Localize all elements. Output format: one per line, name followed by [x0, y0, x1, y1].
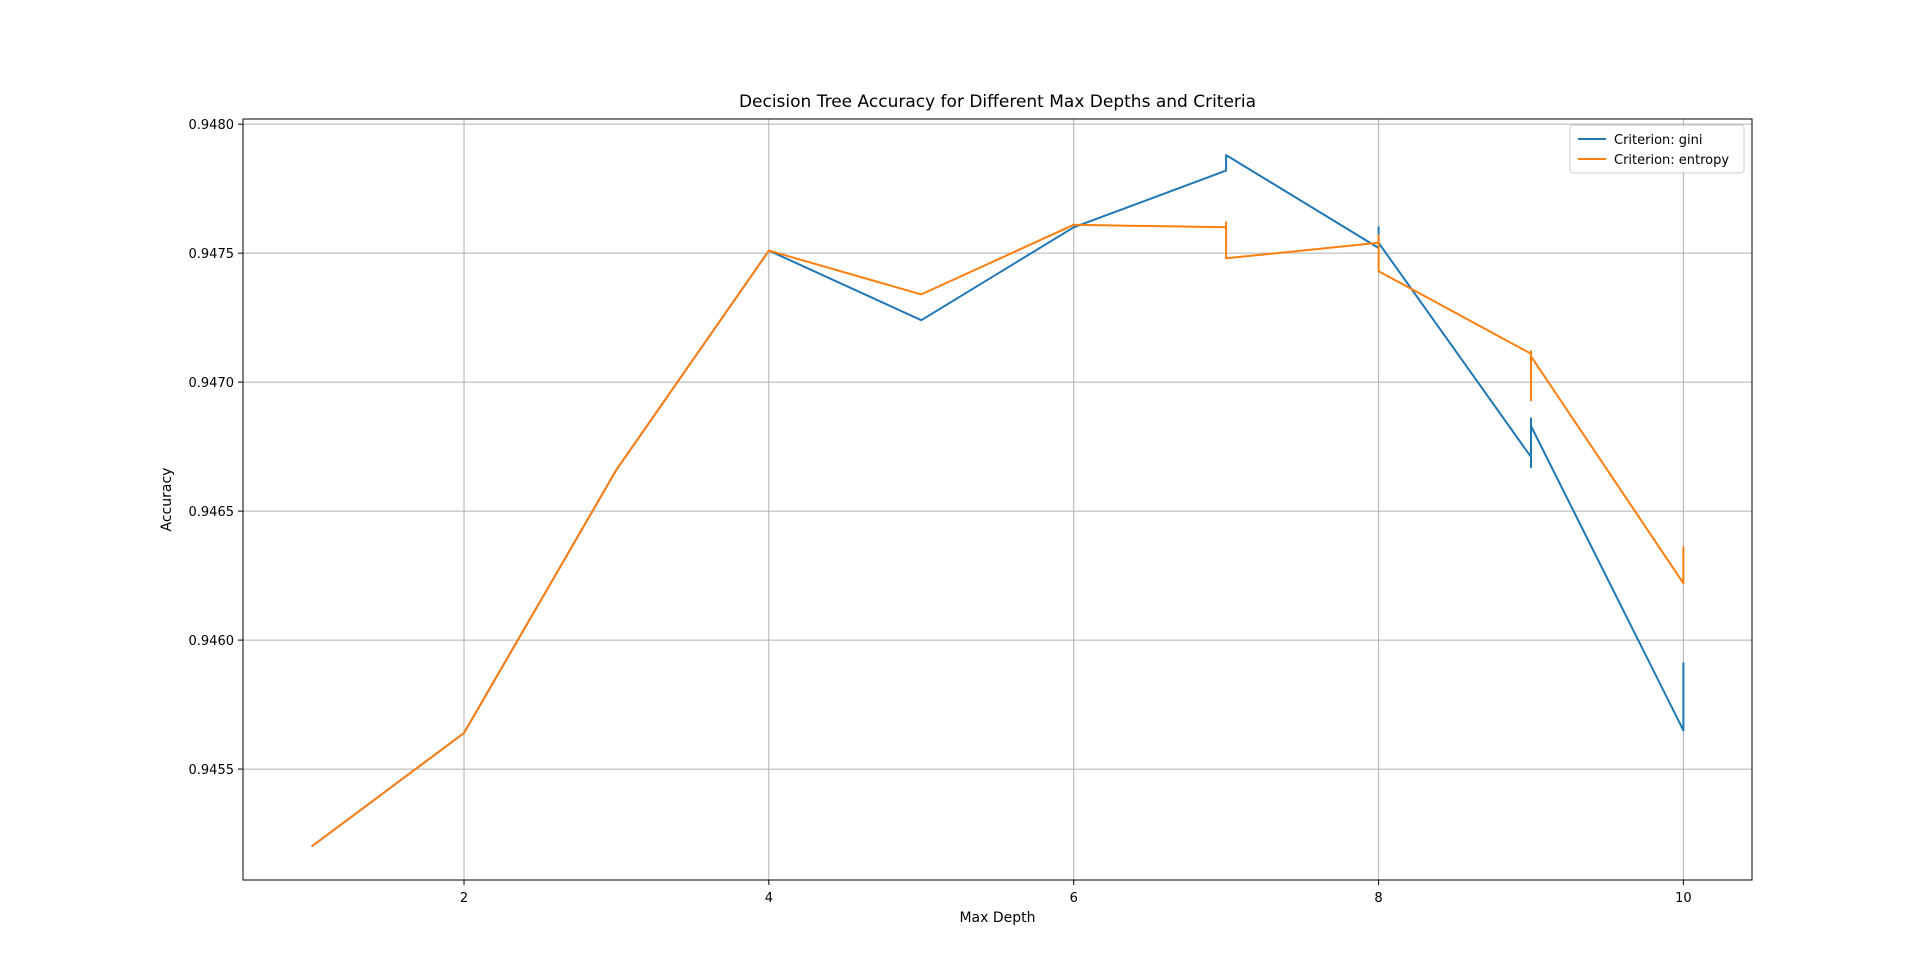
series-line-criterion-entropy [311, 221, 1685, 848]
x-tick-label: 2 [460, 891, 468, 906]
y-tick-label: 0.9480 [189, 118, 235, 133]
legend: Criterion: gini Criterion: entropy [1569, 124, 1745, 174]
y-tick-label: 0.9470 [189, 376, 235, 391]
x-axis: 2 4 6 8 10 [460, 880, 1692, 906]
legend-label-gini: Criterion: gini [1614, 133, 1703, 148]
x-tick-label: 4 [765, 891, 773, 906]
legend-label-entropy: Criterion: entropy [1614, 153, 1729, 168]
y-tick-label: 0.9460 [189, 634, 235, 649]
chart-title: Decision Tree Accuracy for Different Max… [739, 92, 1256, 112]
grid [243, 119, 1752, 880]
legend-box [1569, 124, 1745, 174]
x-axis-title: Max Depth [959, 910, 1035, 926]
y-tick-label: 0.9455 [189, 763, 235, 778]
x-tick-label: 10 [1675, 891, 1692, 906]
plot-frame [242, 118, 1753, 881]
y-axis: 0.9455 0.9460 0.9465 0.9470 0.9475 0.9480 [189, 118, 243, 778]
x-tick-label: 8 [1374, 891, 1382, 906]
series-layer [311, 154, 1685, 848]
y-axis-title: Accuracy [159, 468, 175, 532]
y-tick-label: 0.9465 [189, 505, 235, 520]
y-tick-label: 0.9475 [189, 247, 235, 262]
x-tick-label: 6 [1070, 891, 1078, 906]
series-line-criterion-gini [311, 154, 1685, 848]
